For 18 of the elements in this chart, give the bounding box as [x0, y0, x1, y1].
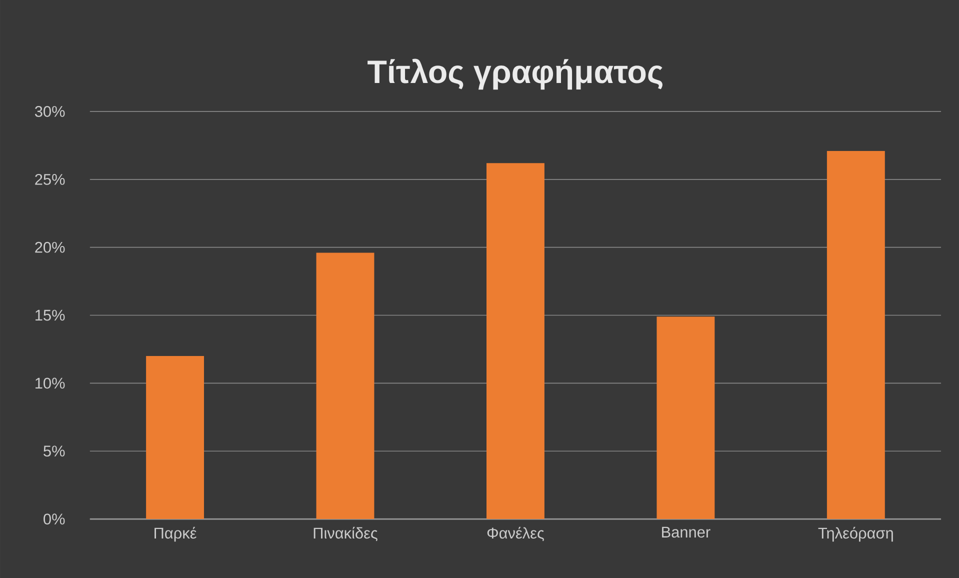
y-tick-label: 20%: [35, 242, 65, 253]
x-tick-label: Παρκέ: [154, 526, 196, 542]
y-tick-label: 5%: [44, 446, 65, 456]
bar: [486, 163, 544, 519]
bar: [316, 252, 374, 519]
bar: [146, 356, 204, 519]
bar: [656, 316, 715, 519]
x-tick-label: Τηλεόραση: [818, 526, 893, 542]
x-tick-label: Banner: [662, 526, 710, 538]
chart-title: Τίτλος γραφήματος: [368, 58, 662, 90]
y-tick-label: 25%: [35, 174, 65, 185]
bar: [826, 150, 885, 519]
y-tick-label: 0%: [44, 514, 65, 524]
x-tick-label: Φανέλες: [487, 526, 544, 542]
y-tick-label: 10%: [36, 378, 65, 389]
y-tick-label: 15%: [36, 310, 65, 321]
x-tick-label: Πινακίδες: [314, 526, 378, 542]
y-tick-label: 30%: [34, 106, 65, 117]
